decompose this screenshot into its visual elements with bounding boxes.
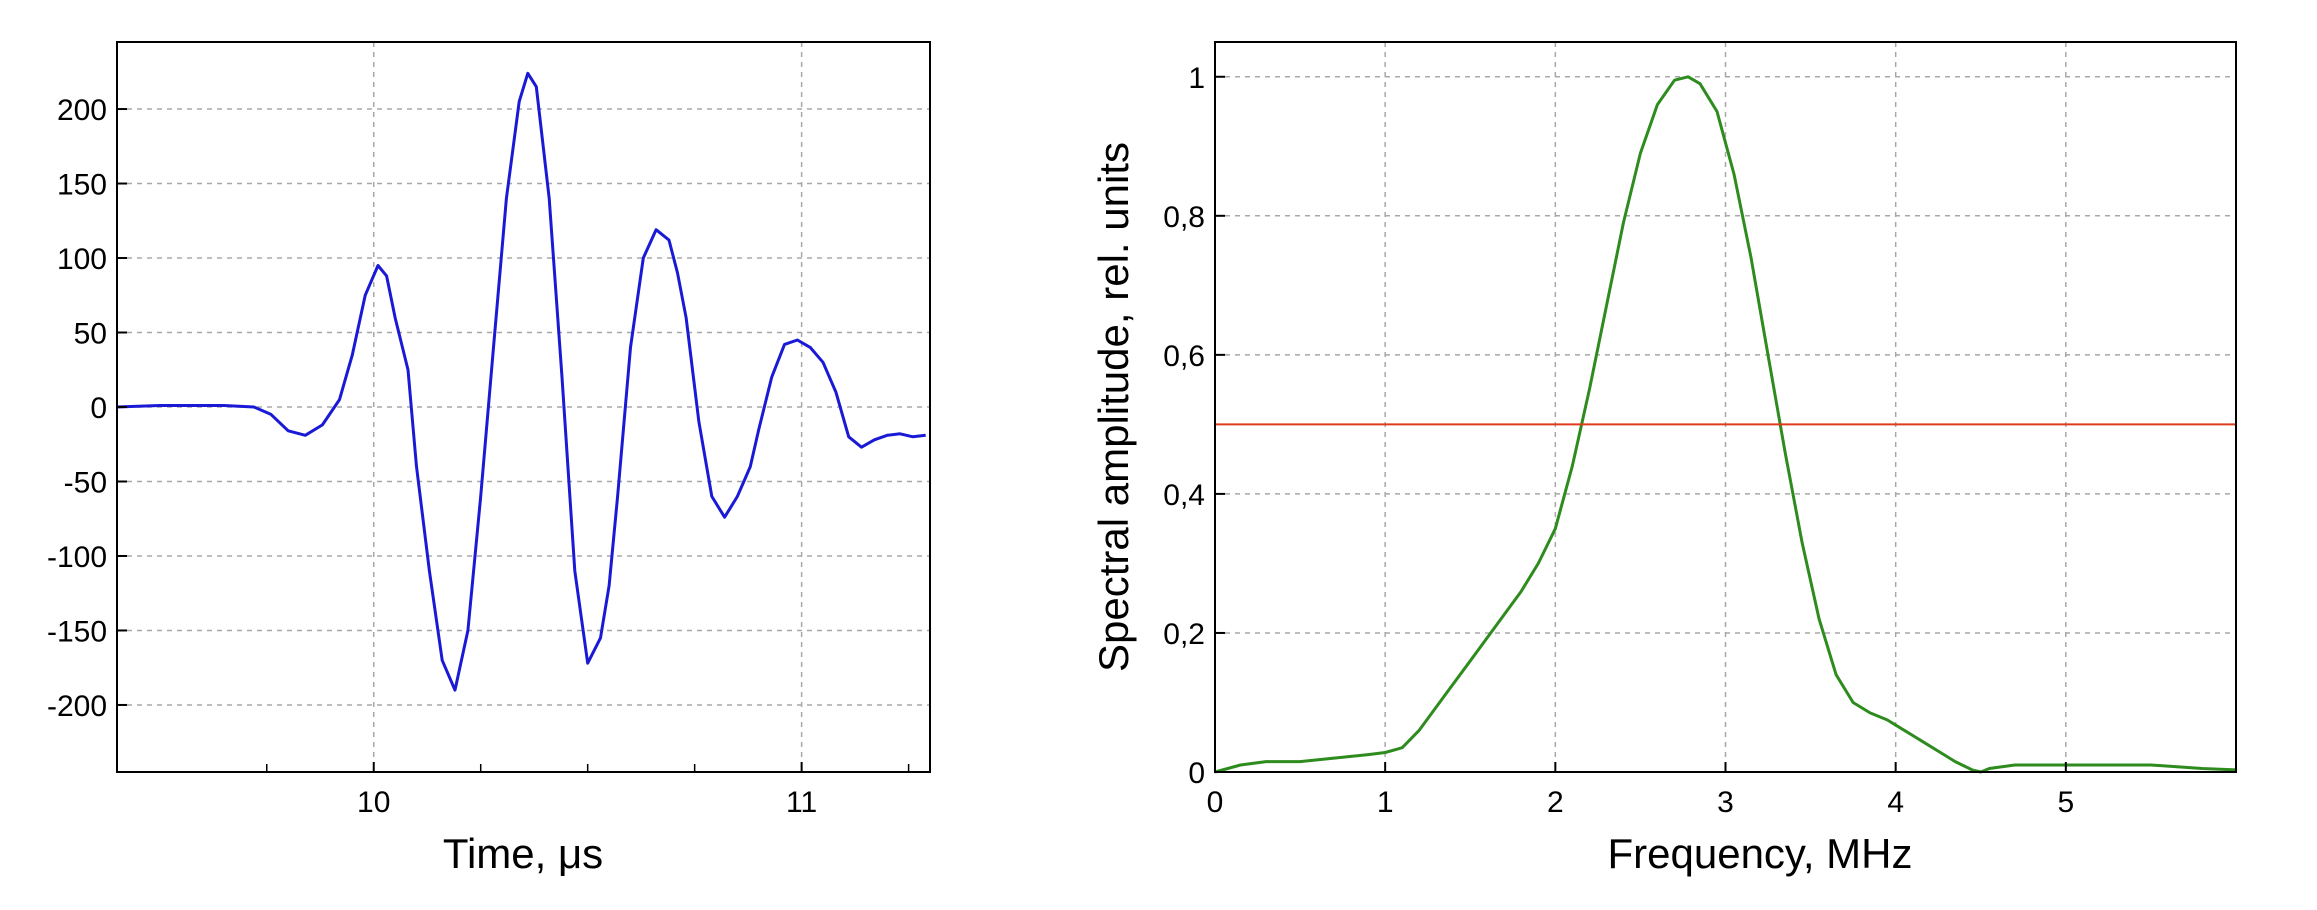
time-y-tick-label: 200 (57, 94, 107, 127)
freq-x-tick-label: 2 (1547, 786, 1564, 819)
freq-y-tick-label: 0,4 (1163, 479, 1205, 512)
time-y-tick-label: -100 (47, 541, 107, 574)
freq-y-tick-label: 0,6 (1163, 340, 1205, 373)
time-y-tick-label: 0 (90, 392, 107, 425)
freq-x-tick-label: 4 (1887, 786, 1904, 819)
freq-x-tick-label: 0 (1207, 786, 1224, 819)
freq-y-tick-label: 0,8 (1163, 201, 1205, 234)
time-y-tick-label: 50 (74, 318, 107, 351)
time-y-tick-label: 100 (57, 243, 107, 276)
time-y-tick-label: -150 (47, 615, 107, 648)
time-y-tick-label: 150 (57, 169, 107, 202)
time-x-tick-label: 11 (786, 786, 817, 819)
freq-x-tick-label: 3 (1717, 786, 1734, 819)
time-y-tick-label: -200 (47, 690, 107, 723)
time-x-tick-label: 10 (357, 786, 390, 819)
freq-x-tick-label: 1 (1377, 786, 1394, 819)
freq-y-tick-label: 0,2 (1163, 618, 1205, 651)
freq-y-tick-label: 1 (1188, 62, 1205, 95)
freq-series-line-1 (1214, 75, 2237, 774)
freq-y-tick-label: 0 (1188, 757, 1205, 790)
freq-x-tick-label: 5 (2057, 786, 2074, 819)
time-domain-chart: 10 11 -200 -150 -100 -50 0 50 100 150 200 Time, μs (47, 41, 931, 877)
time-series-line-1 (116, 71, 926, 692)
spectrum-chart: 0 1 2 3 4 5 0 0,2 0,4 0,6 0,8 1 Frequency, MHz Spectr… (1090, 41, 2237, 877)
time-x-axis-title: Time, μs (443, 830, 603, 877)
time-y-tick-label: -50 (64, 466, 107, 499)
freq-y-axis-title: Spectral amplitude, rel. units (1090, 142, 1137, 672)
freq-x-axis-title: Frequency, MHz (1608, 830, 1913, 877)
